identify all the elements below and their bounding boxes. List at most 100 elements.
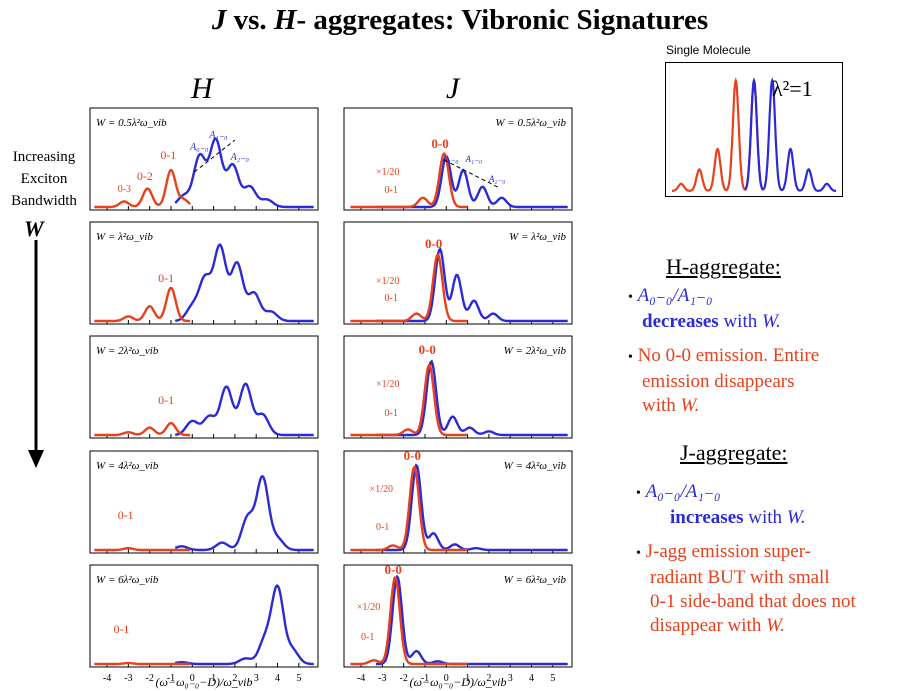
label-x1-20: ×1/20 [376, 167, 399, 178]
label-0-0: 0-0 [431, 136, 448, 151]
label-a10: A₁₋₀ [464, 154, 482, 164]
label-0-1: 0-1 [158, 393, 174, 407]
h-panel-2 [89, 221, 319, 325]
single-molecule-svg [672, 77, 836, 192]
x-tick-label: 1 [211, 673, 216, 684]
x-tick-label: -4 [357, 673, 365, 684]
label-0-1: 0-1 [376, 522, 389, 533]
j-increases: increases [670, 507, 744, 528]
label-0-0: 0-0 [384, 562, 401, 577]
j-w-label: W = λ²ω_vib [509, 231, 566, 243]
single-absorption-line [744, 77, 836, 192]
j-panel-3 [343, 335, 573, 439]
j-b2-l2: radiant BUT with small [650, 567, 830, 588]
j-emission-line [350, 576, 468, 666]
label-a00: A₀₋₀ [189, 142, 209, 153]
trend-dashed-line [443, 159, 500, 189]
j-bullet-1: • A₀₋₀/A₁₋₀ increases with W. [636, 480, 806, 530]
label-0-1: 0-1 [113, 622, 129, 636]
x-tick-label: -4 [103, 673, 111, 684]
label-0-1: 0-1 [384, 185, 397, 196]
lambda-label: λ²=1 [772, 76, 813, 101]
j-w-label: W = 0.5λ²ω_vib [495, 117, 566, 129]
x-tick-label: 0 [190, 673, 195, 684]
trend-dashed-line [194, 139, 236, 173]
x-tick-label: 4 [275, 673, 280, 684]
title-h: H [273, 4, 297, 36]
j-absorption-line [376, 359, 568, 437]
j-absorption-line [376, 463, 568, 552]
j-absorption-line [376, 247, 568, 323]
h-b2-w: W. [680, 395, 700, 416]
j-w-label: W = 4λ²ω_vib [504, 460, 567, 472]
h-absorption-line [175, 382, 314, 437]
label-0-1: 0-1 [384, 293, 397, 304]
h-bullet-2: • No 0-0 emission. Entire emission disap… [628, 344, 819, 418]
label-a20: A₂₋₀ [230, 152, 250, 163]
j-panel-5 [343, 564, 573, 668]
h-b2-l3: with [642, 395, 681, 416]
label-a20: A₂₋₀ [488, 174, 506, 184]
x-tick-label: -2 [145, 673, 153, 684]
h-panel-5 [89, 564, 319, 668]
x-tick-label: -1 [421, 673, 429, 684]
h-b2-l1: No 0-0 emission. Entire [637, 345, 820, 366]
j-panel-4 [343, 450, 573, 554]
down-arrow-icon [28, 240, 44, 468]
label-0-1: 0-1 [118, 508, 134, 522]
h-emission-line [94, 286, 191, 323]
x-tick-label: 5 [296, 673, 301, 684]
h-w-label: W = 0.5λ²ω_vib [96, 117, 167, 129]
label-0-0: 0-0 [404, 448, 421, 463]
h-absorption-line [175, 243, 314, 323]
bullet-dot: • [628, 350, 633, 365]
j-aggregate-header: J-aggregate: [680, 440, 788, 465]
h-emission-line [94, 421, 191, 437]
page-title: J vs. H- aggregates: Vibronic Signatures [0, 4, 920, 37]
x-tick-label: 0 [444, 673, 449, 684]
single-emission-line [672, 77, 764, 192]
j-b2-w: W. [766, 615, 785, 636]
h-absorption-line [174, 137, 314, 209]
j-w: W. [786, 507, 806, 528]
j-b2-l1: J-agg emission super- [645, 541, 811, 562]
x-tick-label: 4 [529, 673, 534, 684]
single-molecule-chart [665, 62, 843, 197]
h-w-label: W = 4λ²ω_vib [96, 460, 159, 472]
j-absorption-line [376, 574, 568, 666]
label-0-0: 0-0 [419, 342, 436, 357]
increasing-bandwidth-label: Increasing Exciton Bandwidth [2, 146, 86, 212]
j-with: with [743, 507, 787, 528]
j-emission-line [350, 465, 468, 552]
j-emission-line [350, 253, 468, 323]
x-tick-label: -2 [399, 673, 407, 684]
h-with: with [718, 311, 762, 332]
label-0-1: 0-1 [384, 408, 397, 419]
label-0-1: 0-1 [158, 271, 174, 285]
h-w-label: W = 6λ²ω_vib [96, 574, 159, 586]
j-ratio: A₀₋₀/A₁₋₀ [645, 481, 721, 502]
j-bullet-2: • J-agg emission super- radiant BUT with… [636, 540, 856, 638]
j-w-label: W = 6λ²ω_vib [504, 574, 567, 586]
bullet-dot: • [636, 486, 641, 501]
h-w-label: W = λ²ω_vib [96, 231, 153, 243]
x-tick-label: 5 [550, 673, 555, 684]
j-emission-line [350, 364, 468, 437]
side-w-label: W [24, 216, 44, 241]
side-line-1: Increasing [12, 149, 76, 165]
bullet-dot: • [636, 546, 641, 561]
label-x1-20: ×1/20 [376, 276, 399, 287]
j-panel-1 [343, 107, 573, 211]
h-w-label: W = 2λ²ω_vib [96, 345, 159, 357]
h-absorption-line [174, 584, 314, 666]
column-header-h: H [191, 72, 213, 105]
label-x1-20: ×1/20 [370, 484, 393, 495]
title-j: J [211, 4, 227, 36]
x-tick-label: -3 [378, 673, 386, 684]
label-a10: A₁₋₀ [208, 130, 228, 141]
j-b2-l3: 0-1 side-band that does not [650, 591, 856, 612]
side-line-2: Exciton [20, 171, 68, 187]
label-a00: A₀₋₀ [441, 154, 459, 164]
x-tick-label: -3 [124, 673, 132, 684]
h-bullet-1: • A₀₋₀/A₁₋₀ decreases with W. [628, 284, 781, 334]
